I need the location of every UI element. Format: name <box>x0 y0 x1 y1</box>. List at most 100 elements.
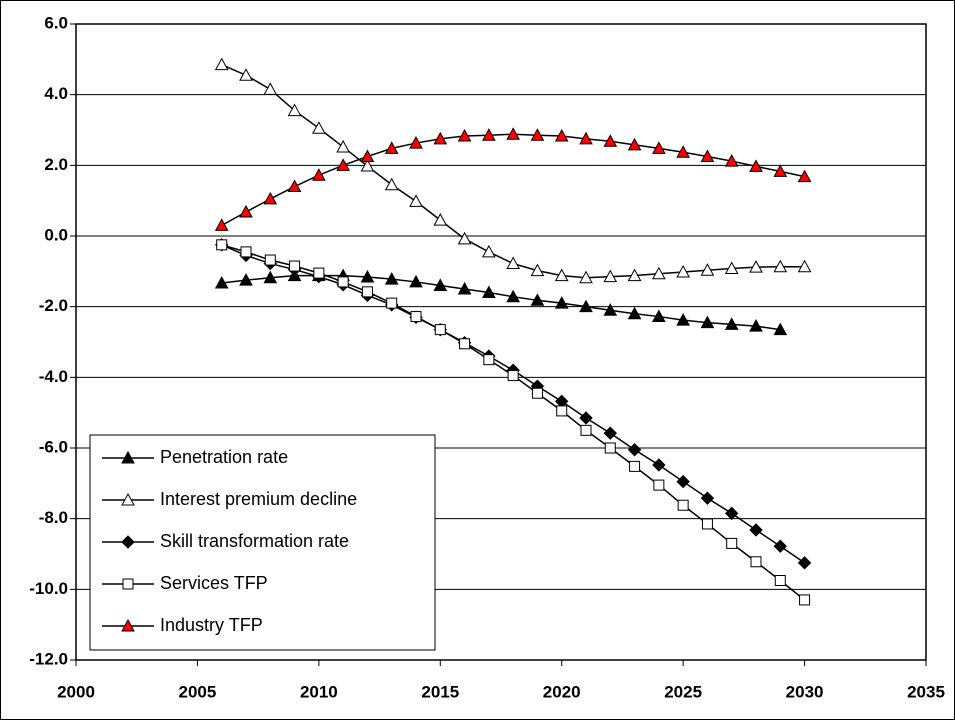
marker <box>530 263 545 277</box>
marker <box>214 57 229 71</box>
marker <box>603 426 617 440</box>
marker <box>240 246 252 258</box>
marker <box>457 231 472 245</box>
marker <box>627 443 642 457</box>
y-tick-label: 0.0 <box>44 225 68 244</box>
y-tick-label: 6.0 <box>44 13 68 32</box>
marker <box>700 149 715 162</box>
marker <box>313 267 325 279</box>
marker <box>360 149 375 162</box>
marker <box>797 169 812 183</box>
x-tick-label: 2035 <box>907 682 945 701</box>
legend-label: Skill transformation rate <box>160 531 349 551</box>
marker <box>579 299 593 313</box>
marker <box>773 539 787 553</box>
marker <box>652 458 666 472</box>
marker <box>700 491 715 505</box>
marker <box>750 556 762 568</box>
marker <box>287 103 302 117</box>
marker <box>749 159 763 172</box>
x-tick-label: 2030 <box>786 682 824 701</box>
marker <box>749 260 763 273</box>
marker <box>554 268 569 282</box>
marker <box>459 338 471 350</box>
marker <box>579 411 593 425</box>
marker <box>239 273 253 286</box>
marker <box>287 179 302 193</box>
y-tick-label: -4.0 <box>39 367 68 386</box>
marker <box>482 244 496 258</box>
marker <box>336 158 350 171</box>
marker <box>652 266 666 280</box>
marker <box>627 306 642 320</box>
marker <box>384 141 399 154</box>
y-tick-label: -12.0 <box>29 649 68 668</box>
x-tick-label: 2025 <box>664 682 702 701</box>
marker <box>409 194 423 207</box>
marker <box>263 82 278 95</box>
marker <box>799 594 811 606</box>
marker <box>482 285 496 299</box>
marker <box>434 324 446 336</box>
marker <box>676 313 690 326</box>
marker <box>263 191 278 205</box>
marker <box>263 270 278 284</box>
marker <box>239 204 253 218</box>
marker <box>433 131 448 145</box>
marker <box>410 311 422 323</box>
marker <box>652 141 666 154</box>
x-tick-label: 2010 <box>300 682 338 701</box>
marker <box>579 270 593 284</box>
marker <box>700 263 715 276</box>
marker <box>506 256 520 270</box>
marker <box>773 322 788 336</box>
marker <box>653 479 665 491</box>
marker <box>629 460 641 472</box>
marker <box>774 575 786 586</box>
y-tick-label: -2.0 <box>39 296 68 315</box>
marker <box>409 136 423 149</box>
y-tick-label: -10.0 <box>29 579 68 598</box>
marker <box>580 424 592 436</box>
marker <box>652 309 666 323</box>
y-tick-label: -6.0 <box>39 437 68 456</box>
marker <box>121 492 135 506</box>
marker <box>627 137 642 151</box>
marker <box>214 218 229 231</box>
marker <box>603 134 618 147</box>
marker <box>724 261 739 275</box>
marker <box>797 259 812 273</box>
marker <box>214 275 229 289</box>
marker <box>725 506 739 521</box>
x-tick-label: 2005 <box>179 682 217 701</box>
marker <box>386 297 398 309</box>
marker <box>773 259 788 273</box>
marker <box>384 177 399 191</box>
marker <box>122 578 134 590</box>
marker <box>603 269 618 283</box>
marker <box>361 286 373 298</box>
marker <box>676 264 690 278</box>
marker <box>483 354 495 366</box>
marker <box>506 289 520 303</box>
marker <box>312 121 326 134</box>
marker <box>556 405 568 417</box>
legend-label: Services TFP <box>160 573 268 593</box>
marker <box>506 127 520 140</box>
marker <box>677 499 689 511</box>
marker <box>360 158 375 172</box>
marker <box>507 370 519 382</box>
marker <box>312 168 326 181</box>
marker <box>530 293 545 306</box>
marker <box>676 474 690 489</box>
marker <box>749 523 763 537</box>
y-tick-label: 2.0 <box>44 155 68 174</box>
marker <box>579 131 593 145</box>
marker <box>482 128 496 141</box>
x-tick-label: 2000 <box>57 682 95 701</box>
marker <box>121 535 135 549</box>
marker <box>726 537 738 549</box>
marker <box>530 128 545 141</box>
plot-area <box>75 23 927 661</box>
